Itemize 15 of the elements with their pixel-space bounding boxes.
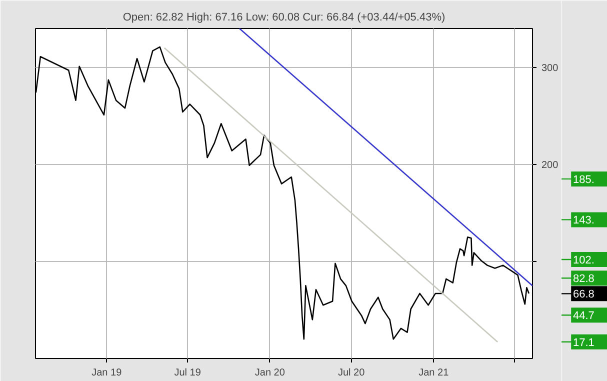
x-tick-label: Jul 20 bbox=[338, 368, 366, 378]
y-tick-label: 200 bbox=[542, 160, 559, 171]
x-tick-label: Jan 19 bbox=[92, 368, 122, 378]
ref-line-label: 44.7 bbox=[573, 310, 594, 322]
x-tick-label: Jan 21 bbox=[418, 368, 450, 378]
ref-line-label: 185. bbox=[573, 174, 594, 186]
ref-line-label: 102. bbox=[573, 254, 594, 266]
y-tick-label: 300 bbox=[542, 62, 559, 74]
x-tick-label: Jan 20 bbox=[254, 368, 286, 378]
ref-line-label: 66.8 bbox=[573, 288, 594, 301]
x-tick-label: Jul 19 bbox=[174, 368, 202, 378]
chart-subtitle: Open: 62.82 High: 67.16 Low: 60.08 Cur: 66.84 (+03.44/+05.43%) bbox=[122, 12, 446, 24]
ref-line-label: 17.1 bbox=[573, 336, 594, 349]
ref-line-label: 143. bbox=[573, 214, 594, 227]
ref-line-label: 82.8 bbox=[573, 273, 594, 286]
